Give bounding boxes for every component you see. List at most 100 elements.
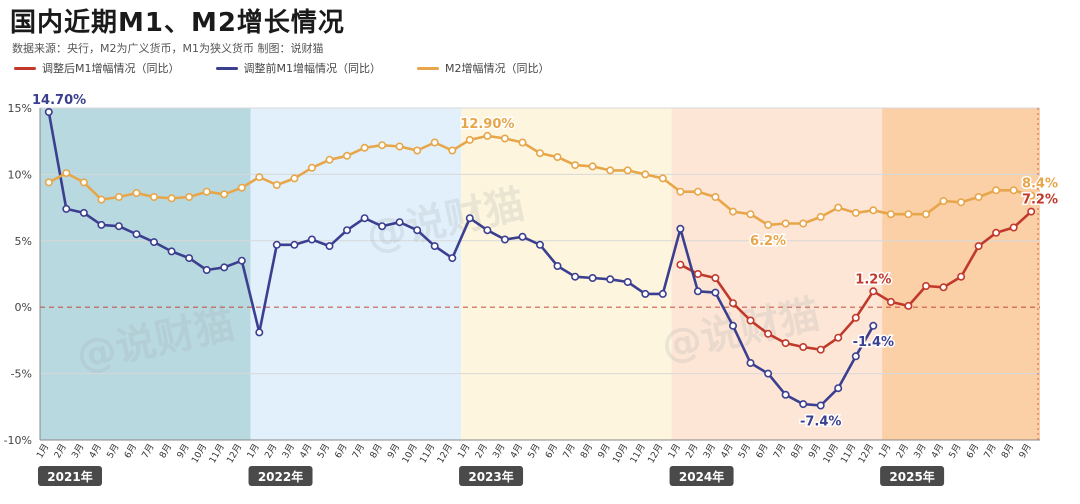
data-point xyxy=(518,138,527,147)
data-point xyxy=(886,297,895,306)
data-point xyxy=(132,230,141,239)
year-band xyxy=(40,108,251,440)
data-point xyxy=(500,235,509,244)
data-point xyxy=(588,273,597,282)
x-tick-label: 8月 xyxy=(368,442,385,460)
x-tick-label: 3月 xyxy=(701,442,718,460)
data-label: -1.4% xyxy=(853,335,894,350)
legend-label: M2增幅情况（同比） xyxy=(445,62,550,75)
data-point xyxy=(711,193,720,202)
data-point xyxy=(272,181,281,190)
data-point xyxy=(693,269,702,278)
data-point xyxy=(44,108,53,117)
data-point xyxy=(1027,207,1036,216)
legend-item: 调整前M1增幅情况（同比） xyxy=(215,60,381,76)
x-tick-label: 5月 xyxy=(947,442,964,460)
y-tick-label: 15% xyxy=(8,102,32,115)
data-point xyxy=(641,289,650,298)
x-tick-label: 11月 xyxy=(839,442,859,465)
y-tick-label: -10% xyxy=(4,434,32,447)
data-point xyxy=(378,222,387,231)
data-point xyxy=(413,226,422,235)
data-point xyxy=(167,247,176,256)
x-tick-label: 2月 xyxy=(52,442,69,460)
data-point xyxy=(992,186,1001,195)
x-tick-label: 2月 xyxy=(684,442,701,460)
data-point xyxy=(114,222,123,231)
data-point xyxy=(693,287,702,296)
data-point xyxy=(974,193,983,202)
data-point xyxy=(430,242,439,251)
data-point xyxy=(430,138,439,147)
data-point xyxy=(711,288,720,297)
x-tick-label: 7月 xyxy=(350,442,367,460)
data-point xyxy=(185,193,194,202)
data-label: 12.90% xyxy=(460,117,514,132)
x-tick-label: 4月 xyxy=(87,442,104,460)
data-point xyxy=(553,153,562,162)
data-point xyxy=(220,263,229,272)
data-point xyxy=(360,214,369,223)
legend-swatch xyxy=(417,66,439,70)
data-point xyxy=(851,313,860,322)
legend-swatch xyxy=(14,66,36,70)
x-tick-label: 9月 xyxy=(175,442,192,460)
data-point xyxy=(746,316,755,325)
data-point xyxy=(79,178,88,187)
data-point xyxy=(641,170,650,179)
x-tick-label: 10月 xyxy=(821,442,841,465)
x-tick-label: 6月 xyxy=(122,442,139,460)
data-point xyxy=(921,210,930,219)
data-point xyxy=(1009,186,1018,195)
year-badge xyxy=(38,466,102,486)
data-point xyxy=(676,224,685,233)
legend-swatch xyxy=(215,66,238,70)
data-point xyxy=(114,193,123,202)
data-point xyxy=(606,275,615,284)
x-tick-label: 7月 xyxy=(982,442,999,460)
data-point xyxy=(816,345,825,354)
year-badge-label: 2022年 xyxy=(258,469,303,484)
data-point xyxy=(834,384,843,393)
data-point xyxy=(342,151,351,160)
data-point xyxy=(290,240,299,249)
x-tick-label: 8月 xyxy=(157,442,174,460)
data-point xyxy=(834,203,843,212)
data-point xyxy=(939,197,948,206)
year-badge-label: 2025年 xyxy=(889,469,934,484)
data-point xyxy=(781,219,790,228)
year-badge-label: 2023年 xyxy=(468,469,513,484)
data-point xyxy=(325,155,334,164)
data-point xyxy=(448,146,457,155)
year-badge-label: 2024年 xyxy=(679,469,724,484)
data-point xyxy=(307,235,316,244)
x-tick-label: 1月 xyxy=(34,442,51,460)
x-tick-label: 1月 xyxy=(877,442,894,460)
data-point xyxy=(728,207,737,216)
year-badge xyxy=(880,466,945,486)
data-point xyxy=(728,321,737,330)
x-tick-label: 12月 xyxy=(856,442,876,465)
x-tick-label: 3月 xyxy=(280,442,297,460)
data-point xyxy=(939,283,948,292)
data-point xyxy=(957,198,966,207)
x-tick-label: 6月 xyxy=(964,442,981,460)
data-point xyxy=(728,299,737,308)
data-point xyxy=(764,329,773,338)
data-point xyxy=(360,143,369,152)
x-tick-label: 6月 xyxy=(754,442,771,460)
x-tick-label: 7月 xyxy=(771,442,788,460)
data-point xyxy=(799,400,808,409)
year-badge xyxy=(459,466,524,486)
data-label: -7.4% xyxy=(800,414,841,429)
data-point xyxy=(921,281,930,290)
x-tick-label: 10月 xyxy=(400,442,420,465)
data-point xyxy=(623,166,632,175)
x-tick-label: 4月 xyxy=(508,442,525,460)
data-point xyxy=(799,219,808,228)
x-tick-label: 11月 xyxy=(628,442,648,465)
y-tick-label: 0% xyxy=(15,301,32,314)
data-point xyxy=(342,226,351,235)
data-point xyxy=(711,273,720,282)
